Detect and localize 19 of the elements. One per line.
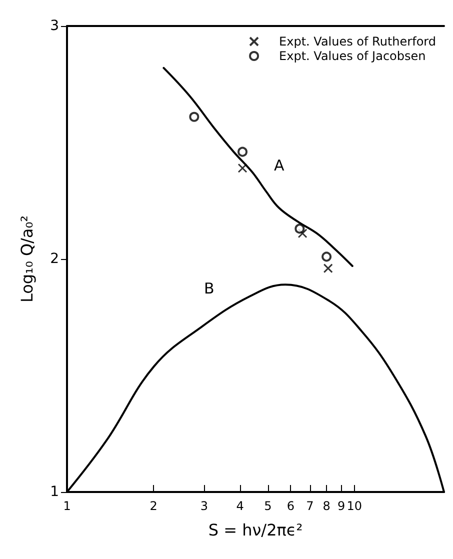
x-tick-label: 2 xyxy=(150,499,158,513)
x-tick-label: 7 xyxy=(306,499,314,513)
annotation: A xyxy=(274,156,285,174)
x-tick-label: 10 xyxy=(346,499,362,513)
legend-label: Expt. Values of Rutherford xyxy=(279,34,436,48)
legend-label: Expt. Values of Jacobsen xyxy=(279,49,426,63)
x-tick-label: 6 xyxy=(286,499,294,513)
x-axis-title: S = hν/2πϵ² xyxy=(208,520,303,540)
x-tick-label: 4 xyxy=(236,499,244,513)
annotation: B xyxy=(204,280,214,298)
x-tick-label: 3 xyxy=(200,499,208,513)
x-tick-label: 8 xyxy=(322,499,330,513)
x-tick-label: 5 xyxy=(264,499,272,513)
x-tick-label: 1 xyxy=(63,499,71,513)
y-tick-label: 3 xyxy=(50,18,59,34)
x-tick-label: 9 xyxy=(337,499,346,513)
y-tick-label: 1 xyxy=(50,484,59,500)
y-axis-title: Log₁₀ Q/a₀² xyxy=(18,215,36,303)
y-tick-label: 2 xyxy=(50,251,59,267)
